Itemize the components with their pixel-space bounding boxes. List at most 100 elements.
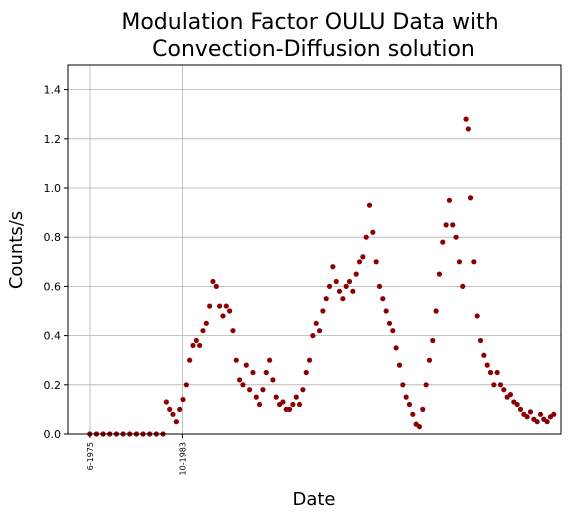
data-point bbox=[507, 392, 514, 398]
data-point bbox=[380, 296, 386, 302]
data-point bbox=[360, 254, 366, 260]
y-tick-label: 1.0 bbox=[44, 182, 62, 195]
y-tick-label: 0.8 bbox=[44, 231, 62, 244]
data-point bbox=[266, 357, 273, 363]
data-point bbox=[187, 357, 193, 363]
data-point bbox=[183, 382, 189, 388]
data-point bbox=[320, 308, 326, 314]
data-point bbox=[491, 382, 497, 388]
data-point bbox=[263, 369, 269, 376]
y-tick-label: 1.4 bbox=[44, 84, 62, 97]
data-point bbox=[340, 296, 346, 302]
data-point bbox=[203, 320, 209, 326]
data-point bbox=[517, 406, 524, 412]
data-point bbox=[477, 337, 484, 344]
data-point bbox=[406, 401, 413, 408]
data-point bbox=[353, 271, 359, 277]
y-axis-label: Counts/s bbox=[6, 211, 27, 289]
data-point bbox=[227, 308, 233, 314]
data-point bbox=[167, 406, 173, 412]
x-tick-label: 10-1983 bbox=[178, 442, 187, 475]
data-point bbox=[403, 394, 409, 400]
x-tick-label: 6-1975 bbox=[86, 442, 95, 470]
data-point bbox=[433, 308, 439, 314]
data-point bbox=[280, 399, 286, 405]
data-point bbox=[363, 234, 369, 240]
data-point bbox=[426, 357, 433, 363]
data-point bbox=[350, 288, 356, 294]
data-point bbox=[436, 271, 443, 277]
plot-frame bbox=[67, 64, 562, 435]
data-point bbox=[474, 313, 480, 319]
y-tick-label: 0.0 bbox=[44, 428, 62, 441]
data-point bbox=[323, 296, 329, 302]
data-point bbox=[446, 197, 453, 203]
data-point bbox=[217, 303, 223, 309]
data-point bbox=[383, 308, 389, 314]
data-point bbox=[207, 303, 213, 309]
data-point bbox=[170, 411, 176, 417]
data-point bbox=[253, 394, 259, 400]
data-point bbox=[346, 278, 353, 285]
y-tick-label: 1.2 bbox=[44, 133, 62, 146]
data-point bbox=[534, 419, 540, 425]
data-point bbox=[223, 303, 229, 309]
data-point bbox=[193, 337, 199, 344]
data-point bbox=[370, 229, 376, 235]
data-point bbox=[296, 401, 303, 408]
data-point bbox=[310, 333, 316, 339]
data-point bbox=[386, 320, 393, 326]
y-tick-label: 0.2 bbox=[44, 379, 62, 392]
data-point bbox=[465, 126, 471, 132]
data-point bbox=[260, 387, 266, 393]
data-point bbox=[527, 409, 534, 415]
data-point bbox=[237, 377, 243, 383]
data-point bbox=[393, 345, 399, 351]
data-point bbox=[551, 411, 557, 417]
data-point bbox=[247, 387, 253, 393]
data-point bbox=[514, 401, 520, 408]
data-point bbox=[197, 342, 203, 349]
y-tick-label: 0.4 bbox=[44, 330, 62, 343]
data-point bbox=[373, 259, 379, 265]
data-point bbox=[456, 259, 463, 265]
data-point bbox=[336, 288, 343, 294]
data-point bbox=[481, 352, 487, 358]
data-point bbox=[453, 234, 459, 240]
data-point bbox=[257, 401, 263, 408]
data-point bbox=[420, 406, 426, 412]
data-point bbox=[330, 264, 336, 270]
data-point bbox=[484, 362, 490, 368]
data-point bbox=[303, 369, 309, 376]
data-point bbox=[210, 278, 216, 285]
data-point bbox=[400, 382, 406, 388]
data-point bbox=[220, 313, 226, 319]
data-point bbox=[243, 362, 249, 368]
data-point bbox=[487, 369, 494, 376]
data-point bbox=[173, 419, 179, 425]
data-point bbox=[306, 357, 313, 363]
data-point bbox=[300, 387, 306, 393]
data-point bbox=[390, 328, 396, 334]
data-point bbox=[471, 259, 477, 265]
data-point bbox=[233, 357, 239, 363]
data-point bbox=[190, 342, 196, 349]
data-point bbox=[537, 411, 544, 417]
data-point bbox=[467, 195, 474, 201]
data-point bbox=[501, 387, 507, 393]
data-point bbox=[180, 396, 186, 403]
data-point bbox=[396, 362, 403, 368]
data-point bbox=[463, 116, 469, 122]
data-point bbox=[410, 411, 416, 417]
data-point bbox=[177, 406, 183, 412]
data-point bbox=[430, 337, 436, 344]
data-point bbox=[286, 406, 293, 412]
chart-title: Convection-Diffusion solution bbox=[145, 37, 475, 62]
data-point bbox=[240, 382, 246, 388]
data-point bbox=[440, 239, 446, 245]
data-point bbox=[213, 283, 219, 289]
data-point bbox=[250, 369, 256, 376]
data-point bbox=[423, 382, 429, 388]
data-point bbox=[460, 283, 466, 289]
